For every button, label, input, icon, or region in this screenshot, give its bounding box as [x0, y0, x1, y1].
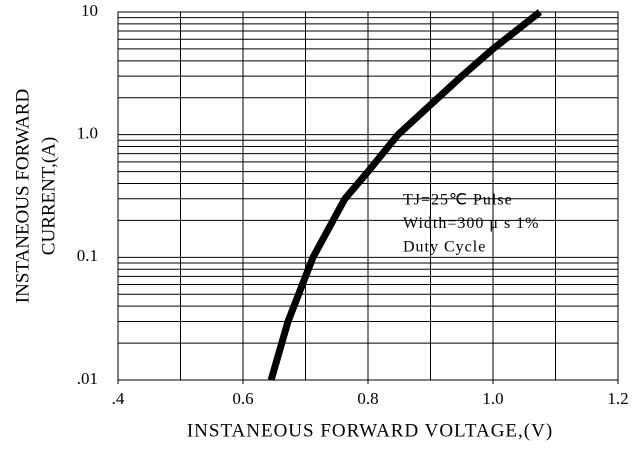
y-tick-label: 0.1	[77, 246, 98, 265]
x-axis-label: INSTANEOUS FORWARD VOLTAGE,(V)	[187, 420, 553, 441]
annotation: Duty Cycle	[403, 239, 486, 256]
y-tick-label: 10	[81, 1, 98, 20]
curve	[267, 9, 543, 381]
y-tick-label: 1.0	[77, 124, 98, 143]
x-tick-label: 0.6	[232, 389, 253, 408]
x-tick-label: .4	[112, 389, 125, 408]
annotation: Width=300 μ s 1%	[403, 215, 540, 232]
plot-frame	[117, 11, 619, 381]
y-axis-label: INSTANEOUS FORWARD	[12, 89, 33, 303]
x-tick-label: 0.8	[357, 389, 378, 408]
y-axis-label: CURRENT,(A)	[38, 137, 59, 255]
x-tick-label: 1.0	[482, 389, 503, 408]
y-tick-label: .01	[77, 369, 98, 388]
x-tick-label: 1.2	[607, 389, 628, 408]
annotation: TJ=25℃ Pulse	[403, 192, 513, 209]
